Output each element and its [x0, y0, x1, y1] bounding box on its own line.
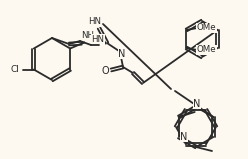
Text: N: N — [193, 99, 201, 109]
Text: N: N — [180, 132, 187, 142]
Text: O: O — [101, 66, 109, 76]
Text: N: N — [118, 49, 126, 59]
Text: HN: HN — [92, 35, 104, 44]
Text: OMe: OMe — [197, 24, 216, 32]
Text: HN: HN — [89, 17, 101, 27]
Text: OMe: OMe — [197, 45, 216, 55]
Text: NH: NH — [81, 31, 94, 40]
Text: Cl: Cl — [10, 65, 19, 74]
